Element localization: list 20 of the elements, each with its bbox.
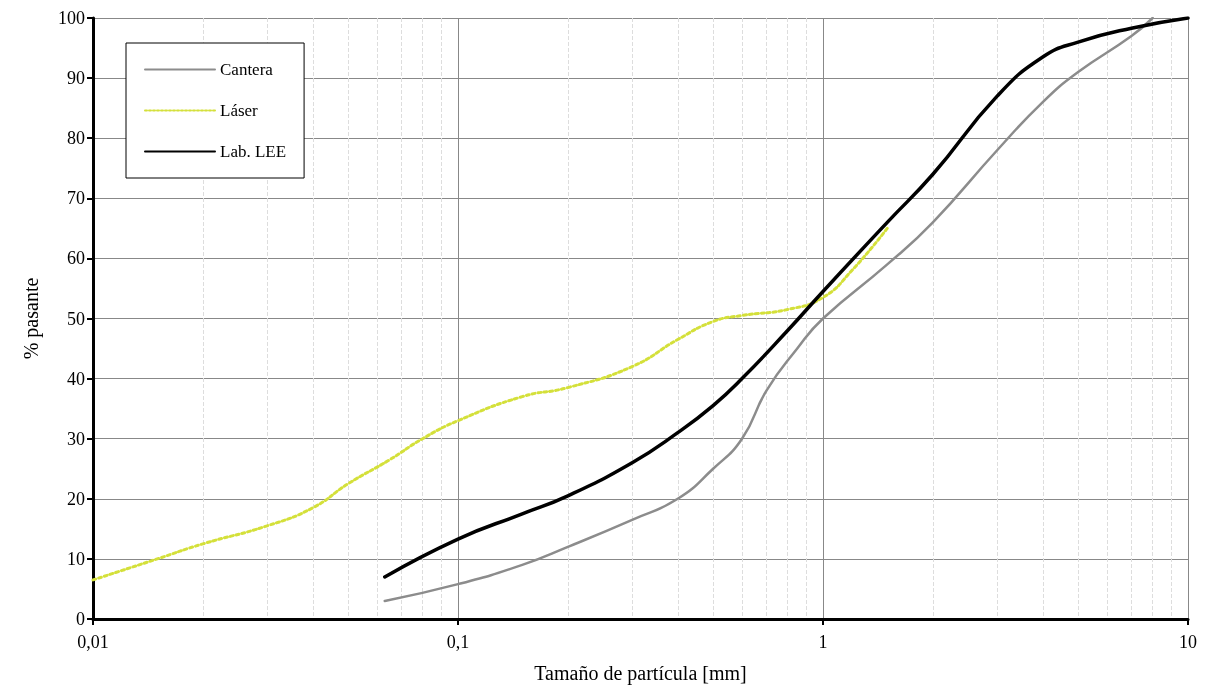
y-tick-label: 0 — [76, 609, 85, 629]
y-tick-label: 40 — [67, 368, 85, 389]
x-tick-label: 10 — [1179, 632, 1197, 652]
y-axis-title: % pasante — [20, 277, 43, 360]
x-tick-label: 1 — [818, 632, 828, 652]
x-axis-title: Tamaño de partícula [mm] — [534, 662, 747, 685]
y-tick-label: 50 — [67, 308, 85, 329]
legend-label: Láser — [220, 101, 259, 120]
x-tick-label: 0,01 — [77, 632, 109, 652]
legend-label: Lab. LEE — [220, 142, 287, 161]
y-tick-label: 90 — [67, 68, 85, 89]
x-tick-label: 0,1 — [446, 632, 470, 652]
y-tick-label: 80 — [67, 128, 85, 149]
y-tick-label: 20 — [67, 488, 85, 509]
y-tick-label: 60 — [67, 248, 85, 269]
y-tick-label: 10 — [67, 548, 85, 569]
y-tick-label: 30 — [67, 428, 85, 449]
y-tick-label: 100 — [58, 8, 85, 28]
legend-label: Cantera — [220, 60, 274, 79]
y-tick-label: 70 — [67, 188, 85, 209]
